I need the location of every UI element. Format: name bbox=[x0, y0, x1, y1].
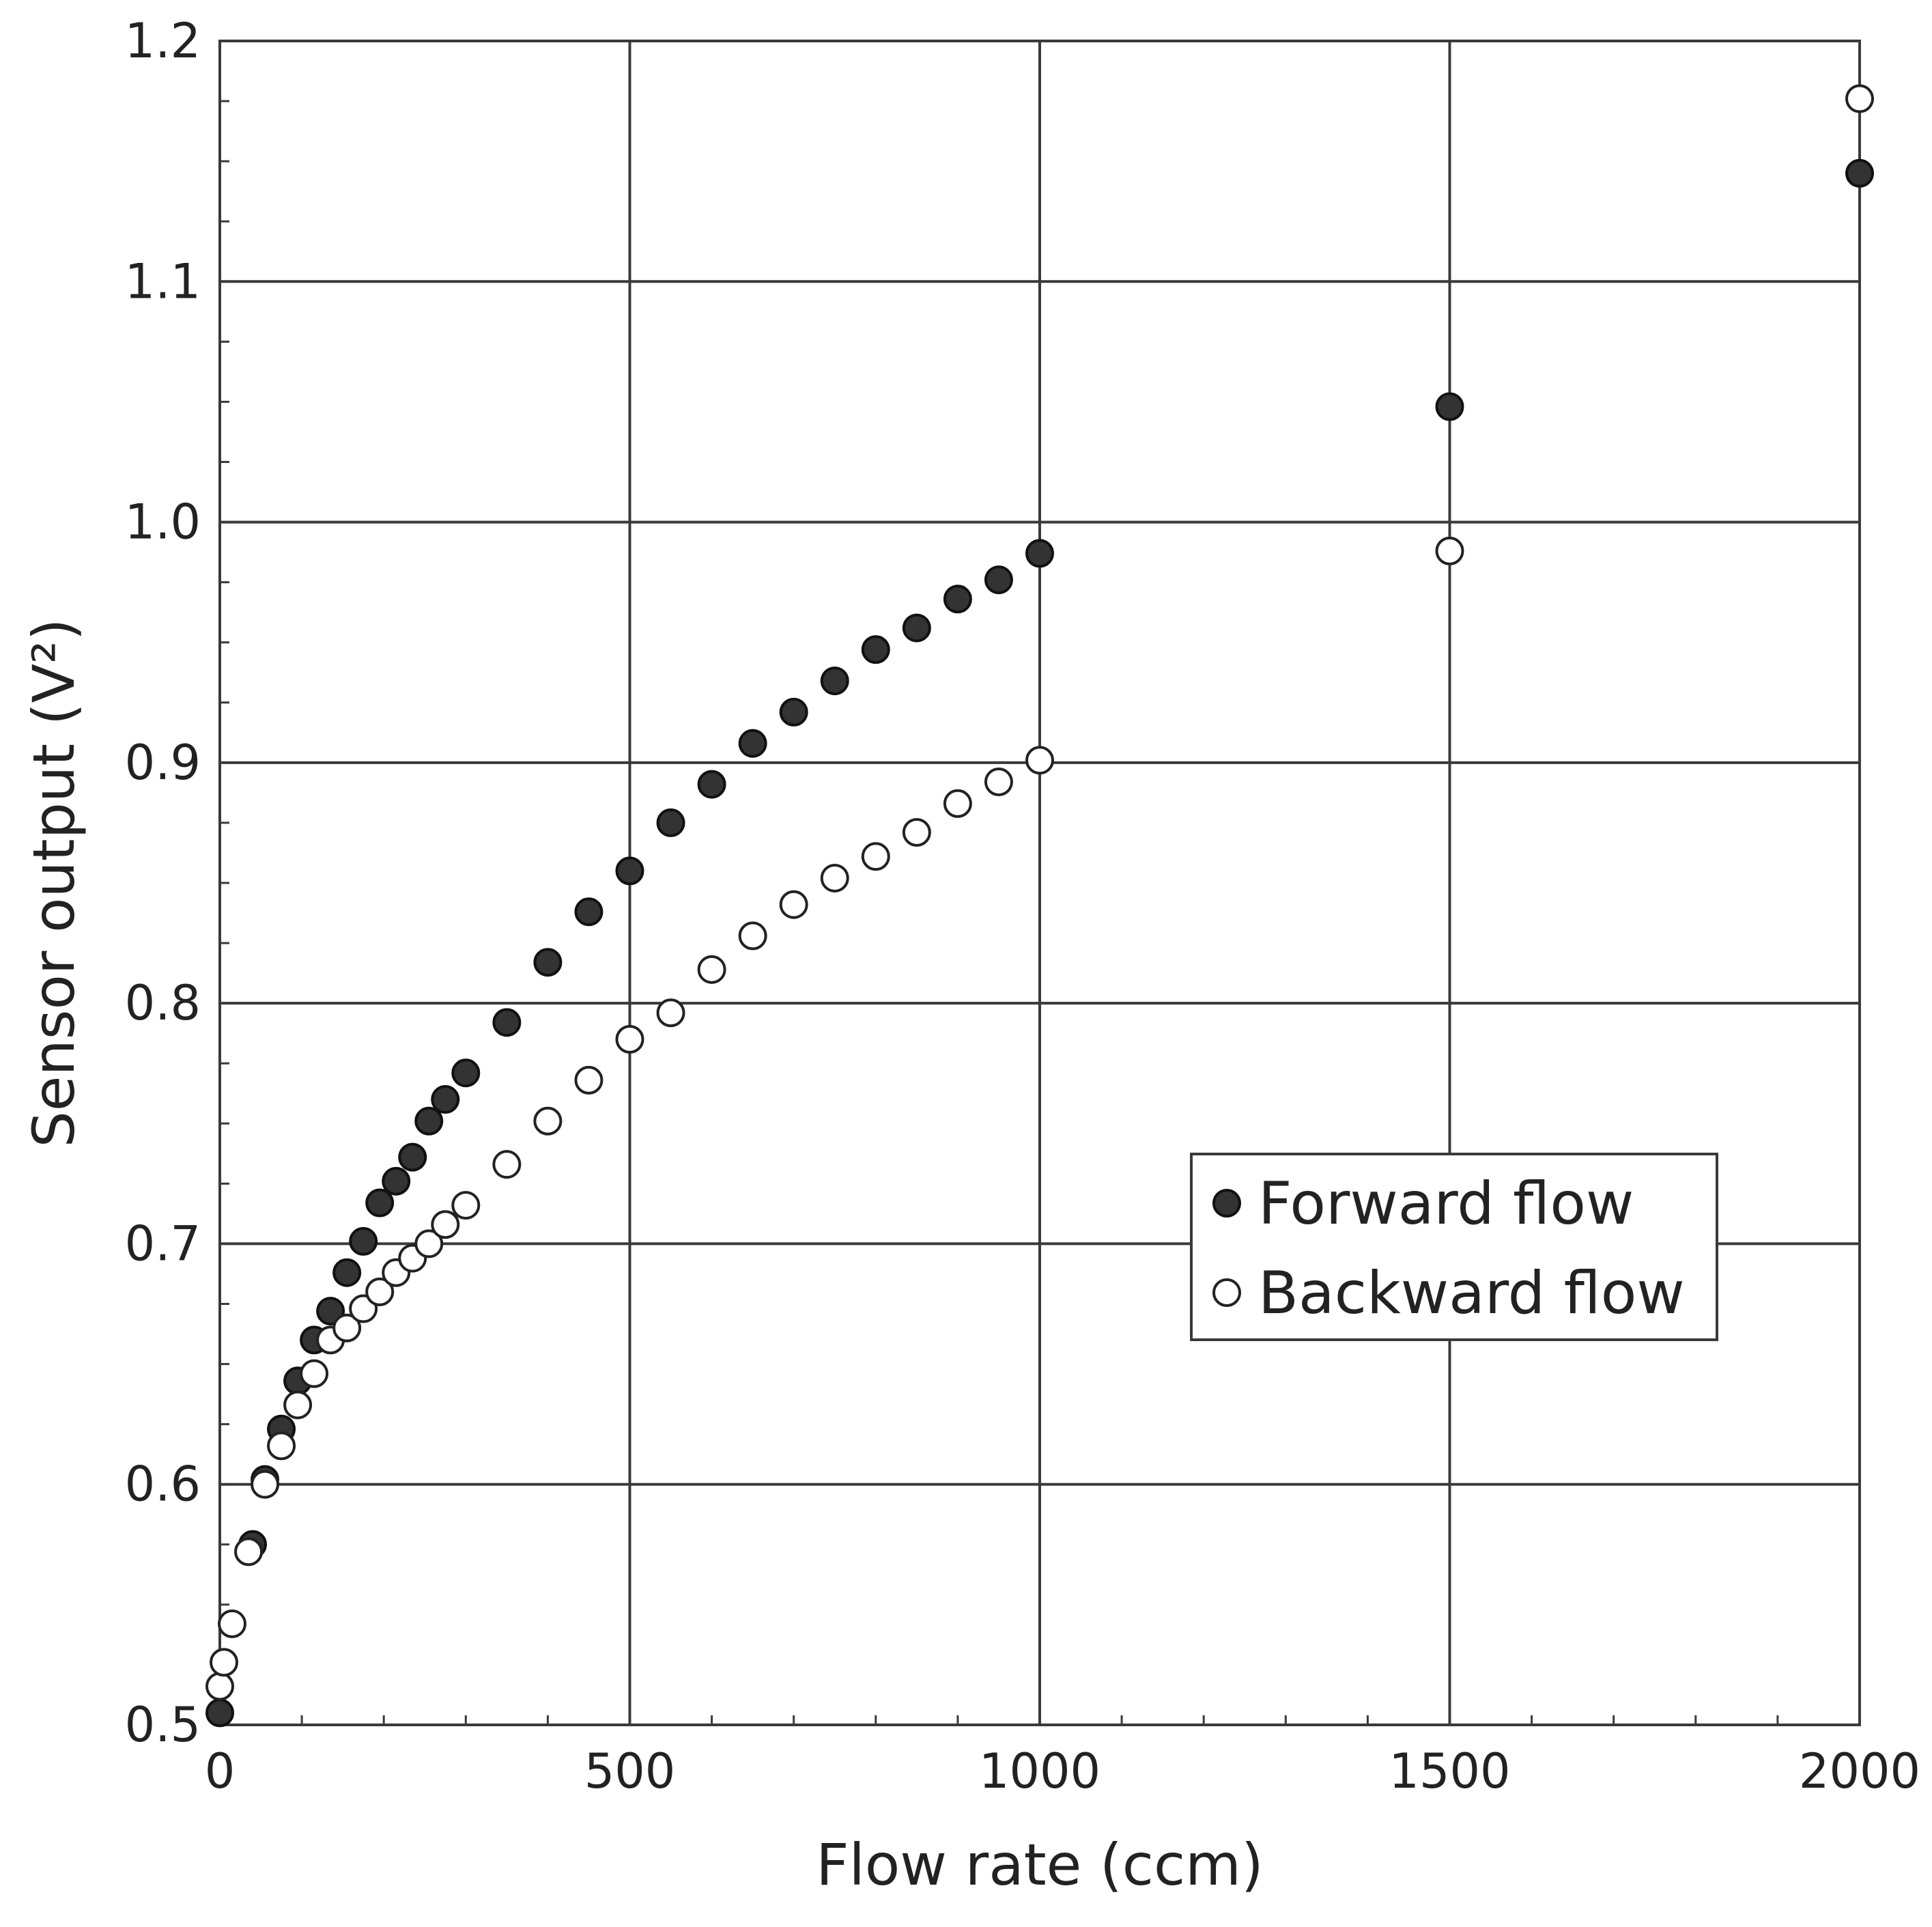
forward-flow-point bbox=[349, 1226, 378, 1256]
forward-flow-point bbox=[861, 635, 890, 664]
backward-flow-point bbox=[984, 768, 1013, 797]
y-tick-label: 1.0 bbox=[125, 494, 201, 550]
backward-flow-point bbox=[218, 1609, 247, 1639]
backward-flow-point bbox=[251, 1469, 280, 1499]
forward-flow-point bbox=[1025, 539, 1054, 568]
x-tick-label: 500 bbox=[584, 1743, 676, 1799]
backward-flow-point bbox=[431, 1210, 460, 1239]
forward-flow-point bbox=[820, 666, 849, 696]
backward-flow-point bbox=[451, 1191, 481, 1220]
backward-flow-point bbox=[697, 955, 726, 984]
x-tick-label: 0 bbox=[205, 1743, 236, 1799]
forward-flow-point bbox=[332, 1258, 362, 1287]
forward-flow-point bbox=[779, 697, 808, 727]
backward-flow-point bbox=[492, 1150, 522, 1179]
x-tick-label: 1000 bbox=[979, 1743, 1100, 1799]
legend-label-forward-flow: Forward flow bbox=[1258, 1170, 1634, 1238]
x-axis-tick-labels: 0 500 1000 1500 2000 bbox=[205, 1743, 1920, 1799]
backward-flow-point bbox=[1845, 84, 1874, 113]
forward-flow-point bbox=[656, 808, 685, 837]
backward-flow-point bbox=[332, 1313, 362, 1342]
legend-marker-backward-flow bbox=[1212, 1278, 1241, 1307]
backward-flow-point bbox=[1025, 746, 1054, 775]
forward-flow-point bbox=[205, 1698, 234, 1728]
backward-flow-point bbox=[1435, 536, 1464, 565]
forward-flow-point bbox=[697, 770, 726, 799]
backward-flow-point bbox=[779, 890, 808, 919]
forward-flow-point bbox=[738, 729, 767, 758]
data-points bbox=[205, 84, 1874, 1728]
x-tick-label: 1500 bbox=[1389, 1743, 1510, 1799]
forward-flow-point bbox=[533, 948, 563, 977]
legend-marker-forward-flow bbox=[1212, 1189, 1241, 1218]
forward-flow-point bbox=[414, 1106, 444, 1136]
backward-flow-point bbox=[943, 789, 972, 818]
legend: Forward flow Backward flow bbox=[1190, 1153, 1718, 1341]
y-tick-label: 0.8 bbox=[125, 975, 201, 1031]
forward-flow-point bbox=[1845, 158, 1874, 188]
backward-flow-point bbox=[205, 1672, 234, 1701]
backward-flow-point bbox=[365, 1277, 395, 1306]
y-tick-label: 1.2 bbox=[125, 13, 201, 69]
backward-flow-point bbox=[820, 863, 849, 892]
backward-flow-point bbox=[656, 998, 685, 1028]
y-axis-title: Sensor output (V²) bbox=[20, 618, 87, 1147]
backward-flow-point bbox=[210, 1648, 239, 1677]
forward-flow-point bbox=[451, 1058, 481, 1088]
backward-flow-point bbox=[414, 1229, 444, 1258]
backward-flow-point bbox=[615, 1024, 644, 1054]
plot-frame bbox=[218, 40, 1861, 1726]
x-tick-label: 2000 bbox=[1799, 1743, 1920, 1799]
backward-flow-point bbox=[267, 1431, 296, 1461]
y-tick-label: 0.6 bbox=[125, 1457, 201, 1513]
forward-flow-point bbox=[1435, 392, 1464, 421]
forward-flow-point bbox=[492, 1008, 522, 1037]
backward-flow-point bbox=[902, 818, 931, 847]
forward-flow-point bbox=[574, 897, 603, 927]
forward-flow-point bbox=[943, 585, 972, 614]
forward-flow-point bbox=[615, 856, 644, 886]
forward-flow-point bbox=[382, 1166, 411, 1196]
y-tick-label: 0.5 bbox=[125, 1697, 201, 1753]
x-axis-title: Flow rate (ccm) bbox=[816, 1831, 1264, 1898]
y-tick-label: 1.1 bbox=[125, 253, 201, 309]
backward-flow-point bbox=[234, 1537, 264, 1566]
forward-flow-point bbox=[902, 613, 931, 643]
grid bbox=[218, 40, 1861, 1726]
backward-flow-point bbox=[861, 842, 890, 871]
forward-flow-point bbox=[398, 1142, 427, 1172]
forward-flow-point bbox=[431, 1085, 460, 1114]
backward-flow-point bbox=[574, 1065, 603, 1095]
backward-flow-point bbox=[283, 1390, 313, 1420]
y-axis-tick-labels: 0.5 0.6 0.7 0.8 0.9 1.0 1.1 1.2 bbox=[125, 13, 201, 1753]
legend-label-backward-flow: Backward flow bbox=[1258, 1259, 1685, 1327]
backward-flow-point bbox=[533, 1106, 563, 1136]
backward-flow-point bbox=[300, 1359, 329, 1388]
forward-flow-point bbox=[365, 1188, 395, 1218]
legend-box bbox=[1190, 1153, 1718, 1341]
y-tick-label: 0.7 bbox=[125, 1215, 201, 1271]
y-tick-label: 0.9 bbox=[125, 735, 201, 791]
backward-flow-point bbox=[738, 921, 767, 951]
forward-flow-point bbox=[984, 565, 1013, 595]
